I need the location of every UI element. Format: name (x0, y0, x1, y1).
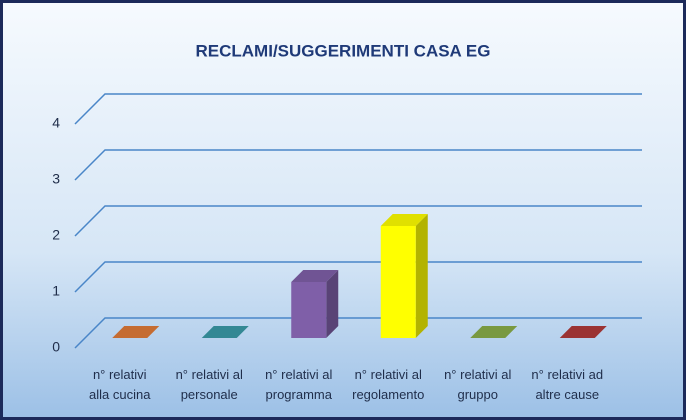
bar (470, 326, 518, 338)
y-tick-label: 2 (52, 227, 60, 243)
grid-line (74, 317, 642, 349)
bar (112, 326, 160, 338)
bar-top (380, 214, 428, 226)
y-tick-label: 1 (52, 283, 60, 299)
x-tick-label: n° relativi al personale (175, 367, 243, 402)
grid-line (74, 149, 642, 181)
grid-line (74, 261, 642, 293)
x-tick-label: n° relativi alla cucina (89, 367, 151, 402)
bar-top (201, 326, 249, 338)
bar-side (326, 270, 339, 338)
x-tick-label: n° relativi al gruppo (444, 367, 512, 402)
bar-top (291, 270, 339, 282)
bar-front (291, 282, 327, 338)
bar-front (380, 226, 416, 338)
x-tick-label: n° relativi ad altre cause (531, 367, 604, 402)
x-tick-label: n° relativi al regolamento (352, 367, 425, 402)
grid-line (74, 93, 642, 125)
bar-side (415, 214, 428, 338)
chart-title: RECLAMI/SUGGERIMENTI CASA EG (196, 41, 491, 60)
bar (291, 270, 339, 338)
bar-top (470, 326, 518, 338)
y-tick-label: 4 (52, 115, 60, 131)
x-tick-label: n° relativi al programma (265, 367, 333, 402)
bar (559, 326, 607, 338)
grid-line (74, 205, 642, 237)
bar-top (559, 326, 607, 338)
bar (201, 326, 249, 338)
bar-top (112, 326, 160, 338)
y-tick-label: 3 (52, 171, 60, 187)
y-tick-label: 0 (52, 339, 60, 355)
bar (380, 214, 428, 338)
